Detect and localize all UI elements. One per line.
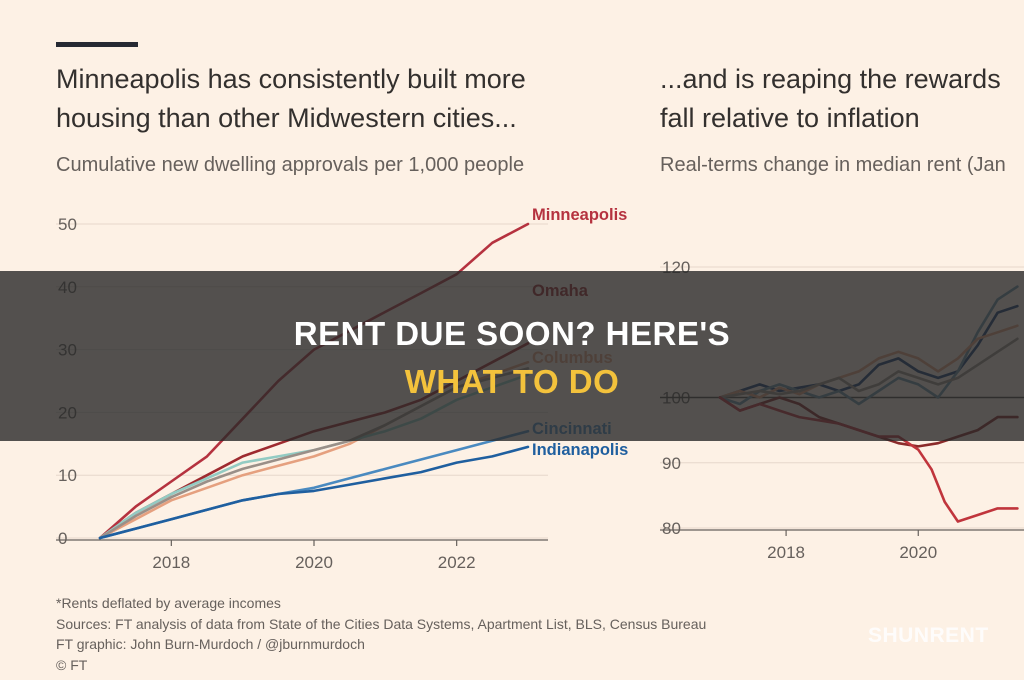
series-label-indianapolis: Indianapolis: [532, 441, 628, 459]
y-tick-label-10: 10: [58, 466, 77, 485]
left-chart-title: Minneapolis has consistently built more …: [56, 60, 526, 138]
left-title-line1: Minneapolis has consistently built more: [56, 64, 526, 94]
headline-bottom: WHAT TO DO: [404, 363, 620, 400]
footer-sources: Sources: FT analysis of data from State …: [56, 615, 707, 632]
y-tick-label-90: 90: [662, 454, 681, 473]
header-rule: [56, 42, 138, 47]
y-tick-label-50: 50: [58, 215, 77, 234]
watermark-logo: SHUNRENT: [868, 624, 989, 647]
headline-overlay-band: [0, 271, 1024, 441]
right-chart-subtitle: Real-terms change in median rent (Jan: [660, 154, 1006, 176]
footer-graphic-credit: FT graphic: John Burn-Murdoch / @jburnmu…: [56, 636, 365, 652]
footer-copyright: © FT: [56, 656, 88, 673]
right-title-line2: fall relative to inflation: [660, 103, 920, 133]
headline-top: RENT DUE SOON? HERE'S: [293, 315, 731, 352]
series-label-minneapolis: Minneapolis: [532, 206, 627, 224]
footer-note: *Rents deflated by average incomes: [56, 595, 281, 611]
left-chart-subtitle: Cumulative new dwelling approvals per 1,…: [56, 154, 525, 176]
y-tick-label-0: 0: [58, 529, 67, 548]
x-tick-label-2020: 2020: [295, 553, 333, 572]
y-tick-label-80: 80: [662, 519, 681, 538]
x-tick-label-2018: 2018: [767, 543, 805, 562]
chart-footer: *Rents deflated by average incomes Sourc…: [56, 593, 706, 675]
right-title-line1: ...and is reaping the rewards: [660, 64, 1001, 94]
x-tick-label-2018: 2018: [152, 553, 190, 572]
series-line-indianapolis: [98, 445, 530, 540]
left-title-line2: housing than other Midwestern cities...: [56, 103, 517, 133]
x-tick-label-2022: 2022: [438, 553, 476, 572]
x-tick-label-2020: 2020: [899, 543, 937, 562]
right-chart-title: ...and is reaping the rewards fall relat…: [660, 60, 1001, 138]
